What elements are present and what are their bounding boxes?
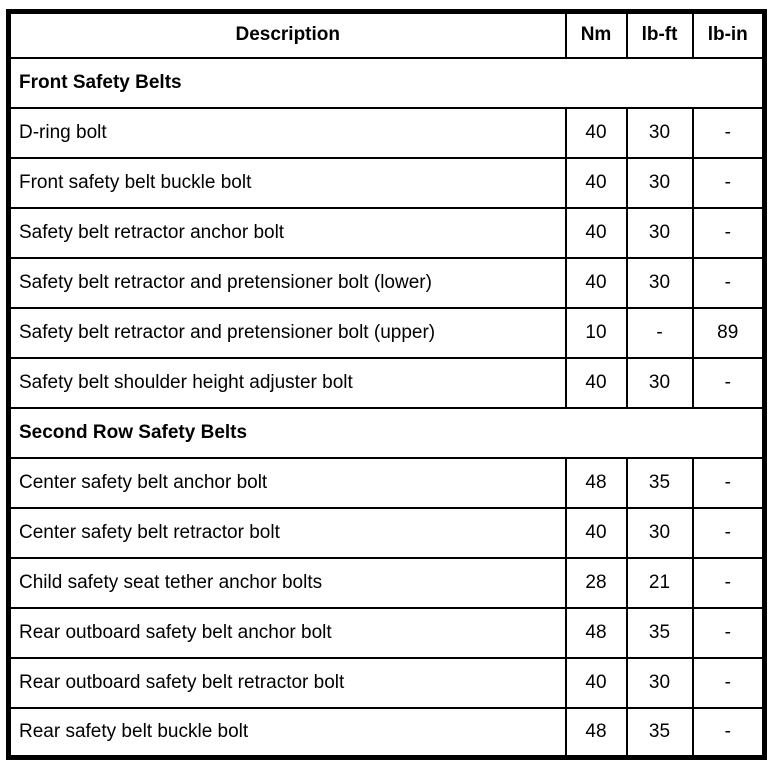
lbin-cell: - [691, 606, 766, 659]
column-header-description: Description [7, 10, 567, 59]
description-cell: Rear outboard safety belt anchor bolt [7, 606, 567, 659]
lbin-cell: - [691, 356, 766, 409]
table-row: Rear safety belt buckle bolt 48 35 - [7, 706, 766, 759]
table-row: Rear outboard safety belt anchor bolt 48… [7, 606, 766, 659]
nm-cell: 40 [564, 256, 628, 309]
nm-cell: 40 [564, 156, 628, 209]
lbin-cell: 89 [691, 306, 766, 359]
lbft-cell: 30 [625, 506, 694, 559]
section-title: Front Safety Belts [7, 56, 766, 109]
description-cell: Center safety belt anchor bolt [7, 456, 567, 509]
description-cell: Safety belt retractor anchor bolt [7, 206, 567, 259]
section-header-front-safety-belts: Front Safety Belts [7, 56, 766, 109]
lbft-cell: 30 [625, 656, 694, 709]
nm-cell: 40 [564, 356, 628, 409]
table-row: Center safety belt retractor bolt 40 30 … [7, 506, 766, 559]
lbin-cell: - [691, 656, 766, 709]
nm-cell: 48 [564, 606, 628, 659]
nm-cell: 48 [564, 706, 628, 759]
lbft-cell: 30 [625, 156, 694, 209]
section-header-second-row-safety-belts: Second Row Safety Belts [7, 406, 766, 459]
lbft-cell: 30 [625, 356, 694, 409]
table-row: Safety belt shoulder height adjuster bol… [7, 356, 766, 409]
table-row: Child safety seat tether anchor bolts 28… [7, 556, 766, 609]
torque-spec-table: Description Nm lb-ft lb-in Front Safety … [6, 9, 767, 760]
column-header-lbft: lb-ft [625, 10, 694, 59]
lbin-cell: - [691, 256, 766, 309]
lbin-cell: - [691, 106, 766, 159]
nm-cell: 40 [564, 506, 628, 559]
table-header-row: Description Nm lb-ft lb-in [7, 10, 766, 59]
lbin-cell: - [691, 456, 766, 509]
description-cell: Safety belt shoulder height adjuster bol… [7, 356, 567, 409]
lbft-cell: 30 [625, 106, 694, 159]
nm-cell: 10 [564, 306, 628, 359]
description-cell: Safety belt retractor and pretensioner b… [7, 306, 567, 359]
description-cell: Rear safety belt buckle bolt [7, 706, 567, 759]
description-cell: Center safety belt retractor bolt [7, 506, 567, 559]
nm-cell: 48 [564, 456, 628, 509]
nm-cell: 28 [564, 556, 628, 609]
lbft-cell: 30 [625, 256, 694, 309]
lbft-cell: - [625, 306, 694, 359]
lbft-cell: 30 [625, 206, 694, 259]
table-row: D-ring bolt 40 30 - [7, 106, 766, 159]
description-cell: Child safety seat tether anchor bolts [7, 556, 567, 609]
lbft-cell: 35 [625, 606, 694, 659]
lbin-cell: - [691, 706, 766, 759]
nm-cell: 40 [564, 656, 628, 709]
lbin-cell: - [691, 506, 766, 559]
lbin-cell: - [691, 556, 766, 609]
description-cell: Safety belt retractor and pretensioner b… [7, 256, 567, 309]
description-cell: Front safety belt buckle bolt [7, 156, 567, 209]
table-row: Safety belt retractor anchor bolt 40 30 … [7, 206, 766, 259]
description-cell: D-ring bolt [7, 106, 567, 159]
table-row: Safety belt retractor and pretensioner b… [7, 256, 766, 309]
lbin-cell: - [691, 156, 766, 209]
table-row: Front safety belt buckle bolt 40 30 - [7, 156, 766, 209]
nm-cell: 40 [564, 106, 628, 159]
table-row: Rear outboard safety belt retractor bolt… [7, 656, 766, 709]
section-title: Second Row Safety Belts [7, 406, 766, 459]
table-row: Safety belt retractor and pretensioner b… [7, 306, 766, 359]
lbin-cell: - [691, 206, 766, 259]
column-header-lbin: lb-in [691, 10, 766, 59]
lbft-cell: 35 [625, 706, 694, 759]
column-header-nm: Nm [564, 10, 628, 59]
description-cell: Rear outboard safety belt retractor bolt [7, 656, 567, 709]
lbft-cell: 21 [625, 556, 694, 609]
table-row: Center safety belt anchor bolt 48 35 - [7, 456, 766, 509]
nm-cell: 40 [564, 206, 628, 259]
lbft-cell: 35 [625, 456, 694, 509]
